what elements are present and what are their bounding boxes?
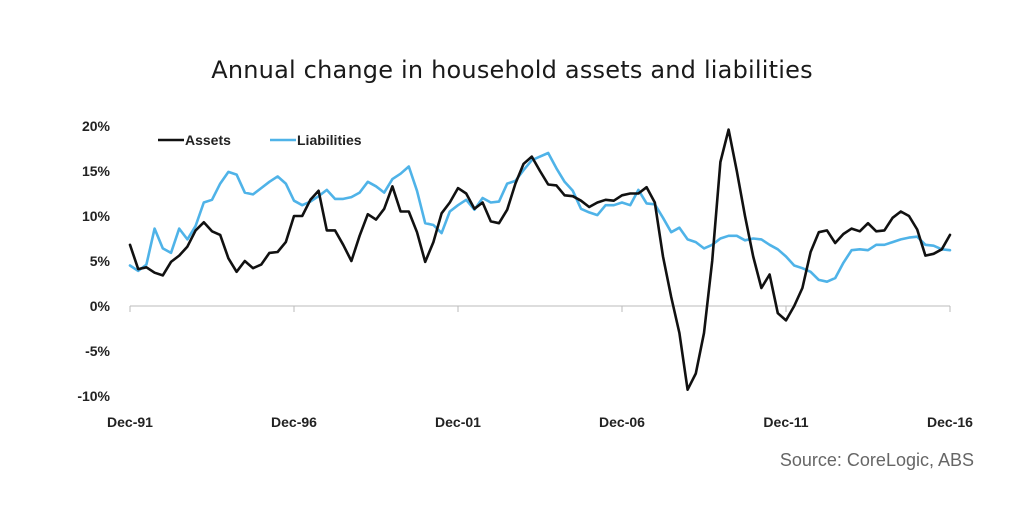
legend-label-liabilities: Liabilities [297, 132, 362, 148]
y-tick-label: 0% [90, 298, 111, 314]
y-tick-label: 5% [90, 253, 111, 269]
y-tick-label: 15% [82, 163, 111, 179]
y-tick-label: 20% [82, 118, 111, 134]
legend-label-assets: Assets [185, 132, 231, 148]
x-tick-label: Dec-91 [107, 414, 153, 430]
chart-title: Annual change in household assets and li… [211, 56, 813, 84]
series-line-liabilities [128, 151, 952, 283]
axes: 20% 15% 10% 5% 0% -5% -10% Dec-91 Dec-96 Dec-01 De… [77, 118, 973, 430]
x-tick-label: Dec-01 [435, 414, 481, 430]
series-line-assets [128, 128, 952, 391]
x-tick-label: Dec-96 [271, 414, 317, 430]
y-tick-label: -10% [77, 388, 110, 404]
x-tick-label: Dec-16 [927, 414, 973, 430]
series-lines [128, 128, 952, 391]
x-tick-label: Dec-11 [763, 414, 808, 430]
x-tick-label: Dec-06 [599, 414, 645, 430]
y-tick-label: -5% [85, 343, 110, 359]
legend: Assets Liabilities [158, 132, 362, 148]
source-note: Source: CoreLogic, ABS [779, 450, 974, 470]
y-tick-label: 10% [82, 208, 111, 224]
